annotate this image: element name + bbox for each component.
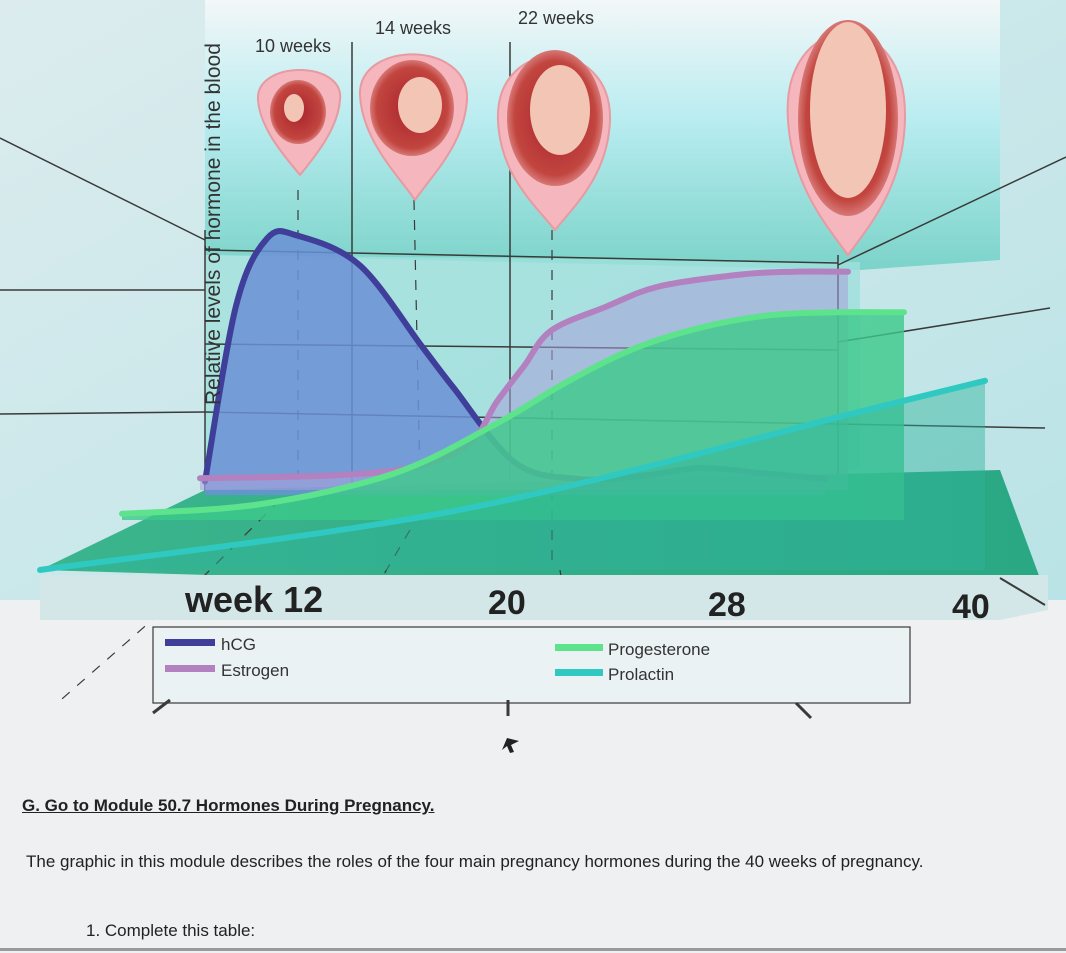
line-prolactin xyxy=(37,377,988,573)
legend-label-progesterone: Progesterone xyxy=(608,640,710,659)
fetus-22-weeks-illustration xyxy=(496,50,612,232)
label-10-weeks: 10 weeks xyxy=(255,36,331,56)
line-estrogen xyxy=(197,268,851,482)
area-prolactin xyxy=(40,380,985,570)
legend-box xyxy=(152,626,911,704)
legend-base-strokes xyxy=(152,698,813,720)
axis-band xyxy=(40,575,1048,620)
legend-label-estrogen: Estrogen xyxy=(221,661,289,680)
cursor-pointer-icon xyxy=(502,738,519,753)
legend: hCG Estrogen Progesterone Prolactin xyxy=(152,626,911,704)
x-tick-40: 40 xyxy=(952,588,990,626)
chart-plot-area xyxy=(37,228,988,573)
module-heading: G. Go to Module 50.7 Hormones During Pre… xyxy=(22,796,435,815)
legend-swatch-prolactin xyxy=(555,669,603,676)
intro-paragraph: The graphic in this module describes the… xyxy=(26,852,924,871)
divider xyxy=(0,948,1066,951)
area-hcg xyxy=(205,231,825,495)
label-14-weeks: 14 weeks xyxy=(375,18,451,38)
fetus-late-term-illustration xyxy=(786,20,907,257)
legend-swatch-hcg xyxy=(165,639,215,646)
fetus-10-weeks-illustration xyxy=(256,69,342,177)
x-tick-20: 20 xyxy=(488,584,526,622)
legend-swatch-estrogen xyxy=(165,665,215,672)
x-tick-week-12: week 12 xyxy=(184,579,323,620)
fetus-illustrations xyxy=(256,20,907,257)
legend-swatch-progesterone xyxy=(555,644,603,651)
legend-label-hcg: hCG xyxy=(221,635,256,654)
legend-label-prolactin: Prolactin xyxy=(608,665,674,684)
label-22-weeks: 22 weeks xyxy=(518,8,594,28)
y-axis-label: Relative levels of hormone in the blood xyxy=(202,43,225,405)
x-tick-28: 28 xyxy=(708,586,746,624)
table-prompt: 1. Complete this table: xyxy=(86,921,256,940)
line-progesterone xyxy=(119,309,907,517)
fetus-14-weeks-illustration xyxy=(358,53,469,202)
axis-arrow-edge xyxy=(999,577,1046,606)
